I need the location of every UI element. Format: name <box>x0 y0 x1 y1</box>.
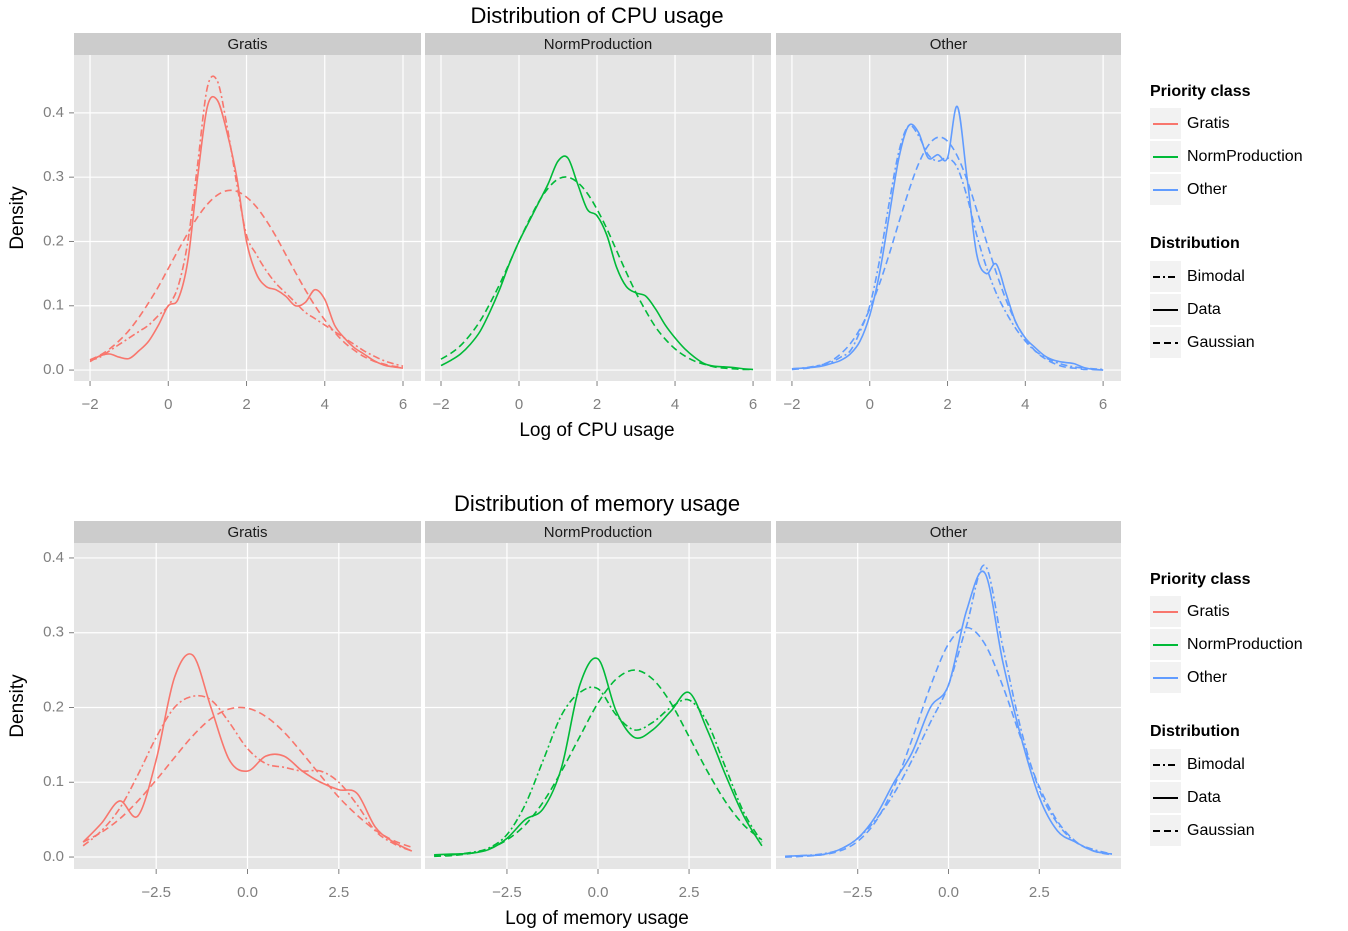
y-tick-label: 0.4 <box>43 549 64 566</box>
x-tick-label: −2.5 <box>492 884 522 901</box>
x-tick-label: 0 <box>515 396 523 413</box>
strip <box>776 521 1121 543</box>
y-tick-label: 0.3 <box>43 168 64 185</box>
strip <box>74 521 421 543</box>
x-tick-label: 4 <box>671 396 679 413</box>
y-tick-label: 0.2 <box>43 698 64 715</box>
x-tick-label: 2 <box>242 396 250 413</box>
chart-title: Distribution of CPU usage <box>470 3 723 28</box>
panel-background <box>776 55 1121 381</box>
y-tick-label: 0.0 <box>43 361 64 378</box>
x-axis-title: Log of CPU usage <box>519 420 674 441</box>
x-tick-label: 0 <box>866 396 874 413</box>
legend-label: Bimodal <box>1187 268 1245 285</box>
y-tick-label: 0.4 <box>43 104 64 121</box>
y-tick-label: 0.0 <box>43 848 64 865</box>
legend-label: Other <box>1187 669 1228 686</box>
legend-label: Gaussian <box>1187 334 1255 351</box>
x-tick-label: 6 <box>399 396 407 413</box>
x-tick-label: −2 <box>432 396 449 413</box>
strip-label: Other <box>930 36 968 53</box>
x-tick-label: −2 <box>81 396 98 413</box>
legend-label: NormProduction <box>1187 148 1303 165</box>
panel-background <box>74 55 421 381</box>
legend-label: Other <box>1187 181 1228 198</box>
legend-label: Gaussian <box>1187 822 1255 839</box>
x-tick-label: 0 <box>164 396 172 413</box>
x-tick-label: −2.5 <box>843 884 873 901</box>
x-tick-label: 0.0 <box>588 884 609 901</box>
legend-title: Distribution <box>1150 723 1240 740</box>
legend-label: NormProduction <box>1187 636 1303 653</box>
strip <box>425 521 771 543</box>
density-line <box>785 570 1113 858</box>
density-line <box>440 155 754 371</box>
x-tick-label: 2.5 <box>328 884 349 901</box>
y-axis-title: Density <box>7 186 28 250</box>
x-tick-label: 2 <box>593 396 601 413</box>
strip-label: NormProduction <box>544 524 652 541</box>
y-axis-title: Density <box>7 674 28 738</box>
legend-label: Bimodal <box>1187 756 1245 773</box>
density-line <box>89 95 404 369</box>
strip <box>425 33 771 55</box>
y-tick-label: 0.1 <box>43 297 64 314</box>
density-line <box>89 189 404 369</box>
x-tick-label: 6 <box>1099 396 1107 413</box>
strip <box>74 33 421 55</box>
strip-label: NormProduction <box>544 36 652 53</box>
y-tick-label: 0.3 <box>43 624 64 641</box>
strip-label: Other <box>930 524 968 541</box>
legend-title: Distribution <box>1150 235 1240 252</box>
y-tick-label: 0.2 <box>43 232 64 249</box>
density-line <box>791 136 1104 371</box>
density-line <box>440 176 754 371</box>
x-tick-label: −2 <box>783 396 800 413</box>
x-tick-label: 0.0 <box>938 884 959 901</box>
x-tick-label: 2 <box>943 396 951 413</box>
x-tick-label: −2.5 <box>141 884 171 901</box>
legend-label: Gratis <box>1187 603 1230 620</box>
strip <box>776 33 1121 55</box>
density-line <box>434 669 763 858</box>
x-tick-label: 0.0 <box>237 884 258 901</box>
x-tick-label: 6 <box>749 396 757 413</box>
x-tick-label: 4 <box>321 396 329 413</box>
density-line <box>82 706 413 849</box>
x-tick-label: 2.5 <box>1029 884 1050 901</box>
density-line <box>82 694 413 852</box>
density-line <box>791 105 1104 371</box>
legend-title: Priority class <box>1150 571 1251 588</box>
x-tick-label: 4 <box>1021 396 1029 413</box>
legend-title: Priority class <box>1150 83 1251 100</box>
x-axis-title: Log of memory usage <box>505 908 689 929</box>
strip-label: Gratis <box>227 524 267 541</box>
strip-label: Gratis <box>227 36 267 53</box>
x-tick-label: 2.5 <box>679 884 700 901</box>
chart-title: Distribution of memory usage <box>454 491 740 516</box>
legend-label: Gratis <box>1187 115 1230 132</box>
legend-label: Data <box>1187 789 1221 806</box>
density-line <box>89 75 404 367</box>
legend-label: Data <box>1187 301 1221 318</box>
y-tick-label: 0.1 <box>43 773 64 790</box>
density-line <box>82 653 413 852</box>
